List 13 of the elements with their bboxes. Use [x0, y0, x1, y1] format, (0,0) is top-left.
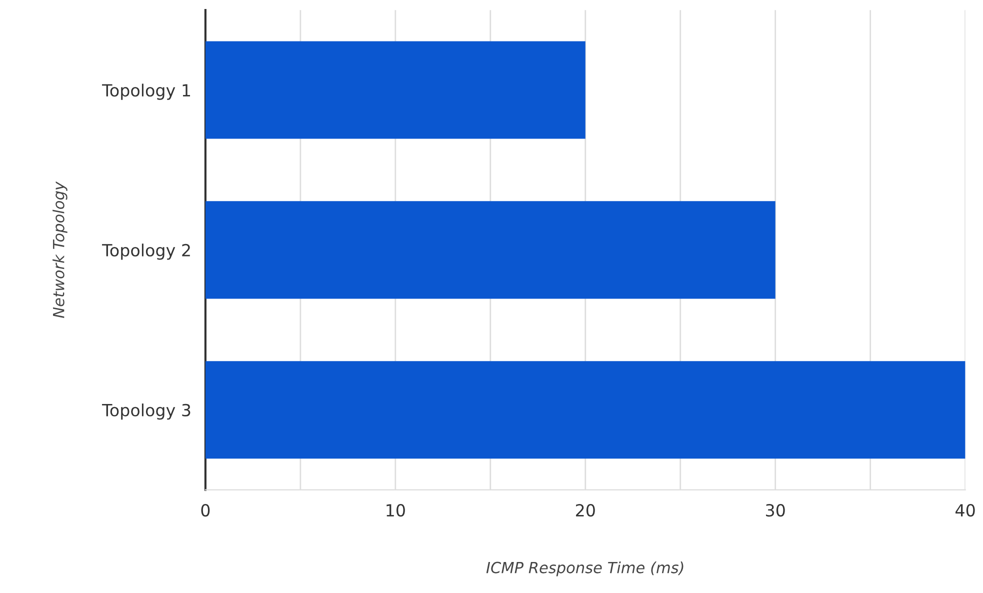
y-tick-label: Topology 3 — [102, 404, 190, 420]
x-tick-label: 10 — [386, 504, 405, 517]
x-tick-label: 20 — [576, 504, 595, 517]
bar — [205, 201, 776, 299]
x-tick-label: 40 — [956, 504, 975, 517]
bar — [205, 41, 586, 139]
x-axis-title: ICMP Response Time (ms) — [486, 562, 684, 576]
y-axis-title: Network Topology — [52, 181, 68, 318]
x-tick-label: 30 — [766, 504, 785, 517]
bar — [205, 361, 966, 459]
x-tick-label: 0 — [201, 504, 210, 517]
y-tick-label: Topology 2 — [102, 244, 190, 260]
y-tick-label: Topology 1 — [102, 84, 190, 100]
